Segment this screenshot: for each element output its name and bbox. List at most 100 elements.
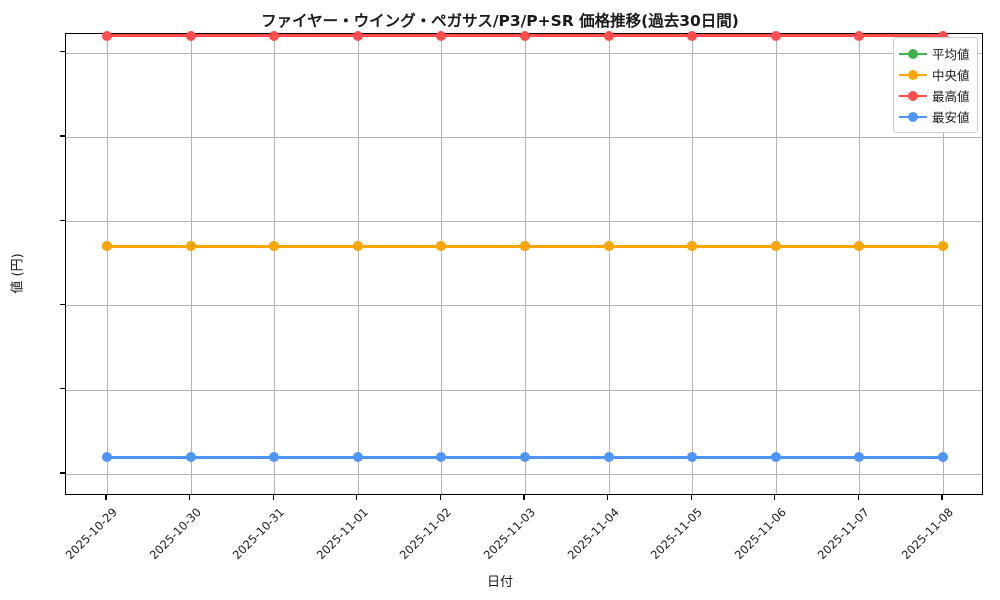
series-data-point (436, 30, 447, 41)
series-data-point (520, 30, 530, 41)
x-axis-tick-mark (439, 495, 442, 500)
legend-item-3[interactable]: 最高値 (899, 85, 970, 106)
series-data-point (352, 241, 363, 252)
gridline-vertical (692, 34, 694, 494)
series-data-point (854, 30, 865, 41)
y-axis-label: 値 (円) (10, 253, 26, 294)
gridline-vertical (859, 34, 861, 494)
gridline-horizontal (66, 474, 982, 476)
series-line-segment (107, 455, 191, 459)
series-data-point (520, 241, 530, 252)
series-line-segment (608, 34, 693, 37)
series-data-point (185, 30, 196, 41)
x-axis-tick-label: 2025-10-29 (62, 505, 120, 563)
gridline-vertical (357, 34, 359, 494)
series-data-point (102, 241, 112, 252)
series-data-point (436, 241, 447, 252)
series-line-segment (357, 245, 442, 248)
y-axis-tick-mark (60, 135, 65, 137)
series-line-segment (859, 34, 943, 37)
gridline-vertical (943, 34, 944, 494)
legend-label: 最高値 (932, 89, 970, 104)
x-axis-tick-mark (606, 495, 609, 500)
x-axis-tick-label: 2025-11-06 (731, 505, 789, 563)
y-axis-tick-mark (60, 388, 65, 390)
series-line-segment (274, 34, 358, 37)
legend-item-4[interactable]: 最安値 (899, 106, 970, 127)
plot-area (65, 30, 983, 495)
series-data-point (687, 452, 698, 463)
series-line-segment (274, 455, 358, 459)
gridline-vertical (775, 34, 777, 494)
series-line-segment (775, 245, 860, 248)
legend-swatch-icon (899, 110, 927, 124)
gridline-vertical (441, 34, 443, 494)
series-data-point (938, 241, 948, 252)
x-axis-tick-mark (272, 495, 274, 500)
x-axis-tick-label: 2025-11-05 (647, 505, 706, 563)
x-axis-tick-label: 2025-11-01 (313, 505, 371, 563)
x-axis-tick-mark (941, 495, 943, 500)
series-line-segment (608, 455, 693, 459)
series-data-point (269, 452, 280, 463)
series-data-point (269, 241, 280, 252)
series-data-point (269, 30, 280, 41)
series-line-segment (441, 34, 525, 37)
series-line-segment (859, 245, 943, 248)
legend-label: 中央値 (932, 68, 970, 83)
series-data-point (603, 452, 614, 463)
series-line-segment (692, 245, 776, 248)
series-data-point (436, 452, 447, 463)
series-line-segment (525, 245, 609, 248)
series-line-segment (608, 245, 693, 248)
x-axis-tick-label: 2025-10-31 (229, 505, 288, 563)
x-axis-tick-mark (356, 495, 358, 500)
series-data-point (938, 452, 948, 463)
series-data-point (770, 452, 781, 463)
series-line-segment (441, 455, 525, 459)
series-line-segment (357, 455, 442, 459)
series-line-segment (692, 34, 776, 37)
gridline-horizontal (66, 52, 982, 54)
series-line-segment (190, 34, 275, 37)
y-axis-tick-mark (60, 50, 65, 53)
x-axis-tick-label: 2025-11-03 (480, 505, 538, 563)
series-data-point (352, 452, 363, 463)
series-line-segment (190, 455, 275, 459)
series-data-point (603, 30, 614, 41)
series-data-point (687, 30, 698, 41)
series-data-point (854, 241, 865, 252)
legend-item-2[interactable]: 中央値 (899, 64, 970, 85)
x-axis-tick-label: 2025-11-07 (815, 505, 873, 563)
series-line-segment (441, 245, 525, 248)
series-data-point (102, 30, 112, 41)
gridline-horizontal (66, 221, 982, 223)
gridline-horizontal (66, 305, 982, 307)
gridline-vertical (190, 34, 192, 494)
series-line-segment (107, 245, 191, 248)
gridline-vertical (608, 34, 610, 494)
x-axis-tick-mark (690, 495, 692, 500)
series-data-point (185, 241, 196, 252)
series-data-point (687, 241, 698, 252)
legend-swatch-icon (899, 89, 927, 103)
gridline-horizontal (66, 389, 982, 391)
series-line-segment (190, 245, 275, 248)
series-line-segment (859, 455, 943, 459)
x-axis-tick-mark (523, 495, 525, 500)
series-data-point (520, 452, 530, 463)
series-line-segment (357, 34, 442, 37)
legend-label: 最安値 (932, 110, 970, 125)
legend-swatch-icon (899, 47, 927, 61)
series-line-segment (692, 455, 776, 459)
x-axis-tick-label: 2025-11-04 (564, 505, 622, 563)
series-data-point (185, 452, 196, 463)
x-axis-tick-label: 2025-10-30 (146, 505, 204, 563)
series-data-point (770, 241, 781, 252)
chart-legend: 平均値中央値最高値最安値 (893, 37, 978, 133)
legend-item-1[interactable]: 平均値 (899, 43, 970, 64)
series-line-segment (274, 245, 358, 248)
x-axis-tick-mark (774, 495, 776, 500)
series-data-point (854, 452, 865, 463)
